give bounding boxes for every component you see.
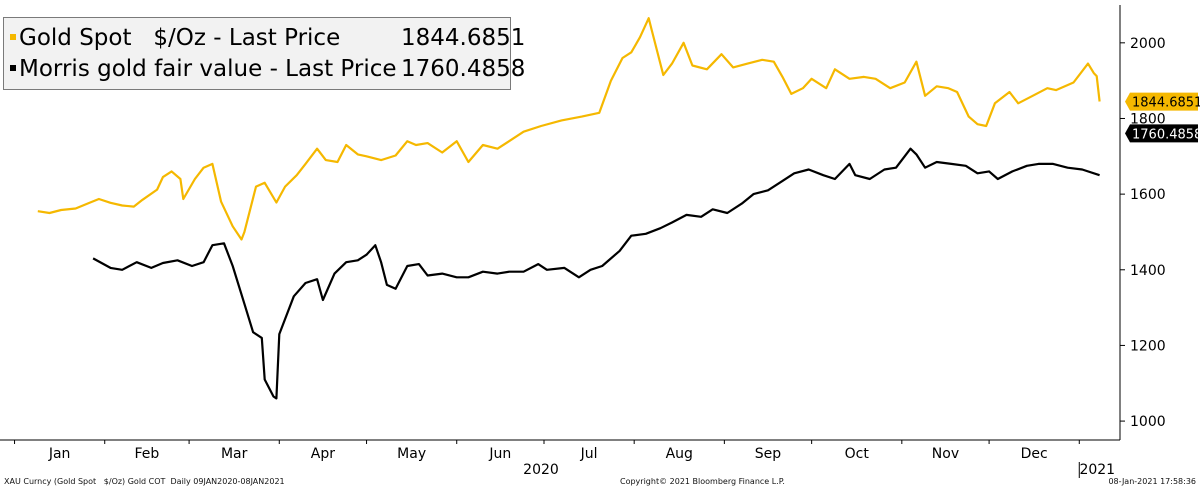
x-year-label-2020: 2020 (523, 462, 559, 478)
gold-swatch (10, 33, 16, 40)
x-month-label-mar: Mar (221, 446, 248, 462)
gold-last-value-label: 1844.6851 (1125, 92, 1200, 111)
fair-value-last-value-label-text: 1760.4858 (1132, 127, 1200, 142)
fair-value-swatch (10, 64, 16, 71)
gold-spot-line (37, 17, 1101, 241)
y-tick-label-1000: 1000 (1130, 414, 1166, 430)
legend-item-gold-spot: Gold Spot $/Oz - Last Price 1844.6851 (10, 23, 526, 53)
footer-copyright: Copyright© 2021 Bloomberg Finance L.P. (620, 477, 785, 486)
legend-item-fair-value: Morris gold fair value - Last Price 1760.… (10, 54, 526, 84)
x-month-label-jan: Jan (48, 446, 71, 462)
x-month-label-aug: Aug (666, 446, 693, 462)
fair-value-last-value-label: 1760.4858 (1125, 124, 1200, 143)
legend-fair-value-name: Morris gold fair value - Last Price (19, 56, 397, 82)
x-year-label-2021: 2021 (1079, 462, 1115, 478)
fair-value-line (92, 147, 1100, 400)
y-tick-label-1600: 1600 (1130, 187, 1166, 203)
x-month-label-dec: Dec (1021, 446, 1048, 462)
legend-gold-value: 1844.6851 (401, 25, 526, 51)
legend-gold-name: Gold Spot $/Oz - Last Price (19, 25, 341, 51)
footer-source: XAU Curncy (Gold Spot $/Oz) Gold COT Dai… (4, 477, 285, 486)
x-month-label-jul: Jul (580, 446, 598, 462)
last-value-labels: 1844.6851 1760.4858 (1125, 92, 1200, 143)
gold-last-value-label-text: 1844.6851 (1132, 96, 1200, 111)
x-month-label-jun: Jun (488, 446, 511, 462)
y-tick-label-1200: 1200 (1130, 338, 1166, 354)
x-month-label-oct: Oct (845, 446, 870, 462)
x-month-label-feb: Feb (135, 446, 160, 462)
footer-timestamp: 08-Jan-2021 17:58:36 (1108, 477, 1196, 486)
y-tick-label-2000: 2000 (1130, 36, 1166, 52)
y-tick-label-1400: 1400 (1130, 263, 1166, 279)
y-tick-label-1800: 1800 (1130, 111, 1166, 127)
chart-legend: Gold Spot $/Oz - Last Price 1844.6851 Mor… (3, 17, 526, 90)
x-month-label-sep: Sep (755, 446, 782, 462)
gold-last-value-label-box (1125, 92, 1198, 111)
x-month-label-nov: Nov (932, 446, 959, 462)
series-lines (37, 17, 1101, 400)
chart-axes: 1000 1200 1400 1600 1800 2000 Jan Feb Mar Apr May J… (0, 5, 1166, 478)
legend-fair-value-value: 1760.4858 (401, 56, 526, 82)
fair-value-last-value-label-box (1125, 124, 1198, 143)
x-month-label-may: May (397, 446, 426, 462)
x-month-label-apr: Apr (311, 446, 335, 462)
